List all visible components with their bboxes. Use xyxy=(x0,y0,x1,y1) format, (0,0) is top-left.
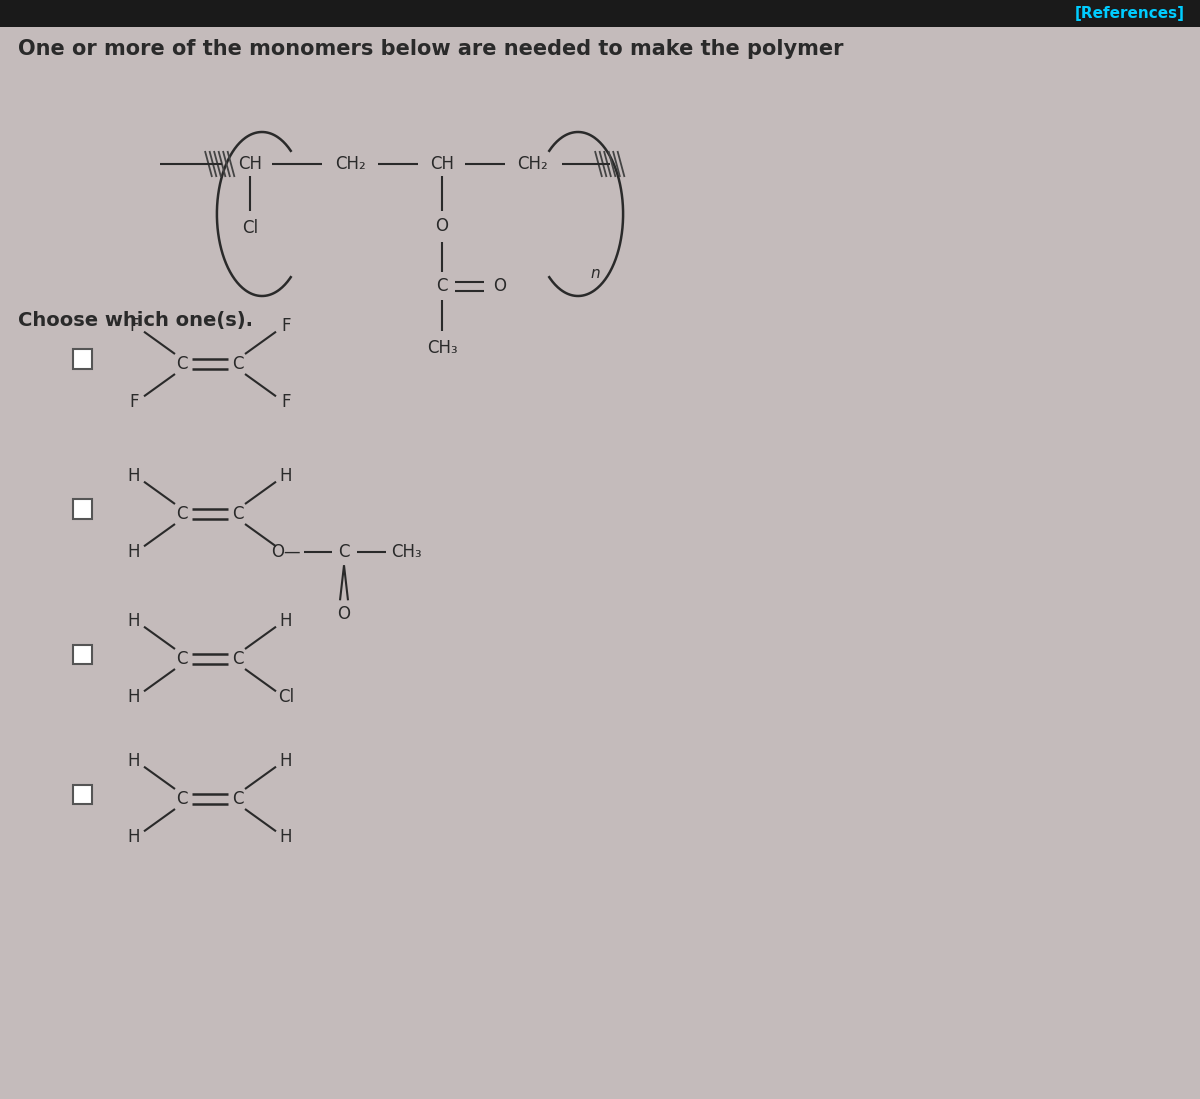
Text: F: F xyxy=(281,393,290,411)
Text: O—: O— xyxy=(271,543,301,562)
FancyBboxPatch shape xyxy=(0,0,1200,27)
Text: CH: CH xyxy=(238,155,262,173)
Text: O: O xyxy=(337,606,350,623)
Text: C: C xyxy=(176,506,187,523)
Text: H: H xyxy=(280,829,293,846)
Bar xyxy=(72,349,91,368)
Text: Cl: Cl xyxy=(278,688,294,707)
Text: Cl: Cl xyxy=(242,219,258,237)
Text: H: H xyxy=(280,752,293,769)
Text: C: C xyxy=(176,355,187,373)
Text: n: n xyxy=(590,266,600,281)
Bar xyxy=(72,644,91,664)
Text: O: O xyxy=(493,277,506,295)
Text: CH₂: CH₂ xyxy=(335,155,365,173)
Text: F: F xyxy=(130,393,139,411)
Text: C: C xyxy=(176,650,187,668)
Text: CH₃: CH₃ xyxy=(427,338,457,357)
Text: CH₂: CH₂ xyxy=(517,155,547,173)
Text: C: C xyxy=(338,543,349,562)
Text: H: H xyxy=(280,612,293,630)
Text: CH₃: CH₃ xyxy=(391,543,421,562)
Text: C: C xyxy=(233,355,244,373)
Text: Choose which one(s).: Choose which one(s). xyxy=(18,311,253,330)
Text: C: C xyxy=(176,790,187,808)
Text: H: H xyxy=(127,829,140,846)
Bar xyxy=(72,500,91,519)
Text: H: H xyxy=(127,752,140,769)
Text: [References]: [References] xyxy=(1075,5,1186,21)
Text: O: O xyxy=(436,217,449,235)
Text: H: H xyxy=(127,612,140,630)
Text: C: C xyxy=(233,650,244,668)
Text: C: C xyxy=(437,277,448,295)
Text: F: F xyxy=(130,317,139,335)
Text: F: F xyxy=(281,317,290,335)
Text: One or more of the monomers below are needed to make the polymer: One or more of the monomers below are ne… xyxy=(18,38,844,59)
Bar xyxy=(72,785,91,803)
Text: H: H xyxy=(127,688,140,707)
Text: C: C xyxy=(233,506,244,523)
Text: CH: CH xyxy=(430,155,454,173)
Text: H: H xyxy=(127,467,140,485)
Text: H: H xyxy=(127,543,140,562)
Text: C: C xyxy=(233,790,244,808)
Text: H: H xyxy=(280,467,293,485)
